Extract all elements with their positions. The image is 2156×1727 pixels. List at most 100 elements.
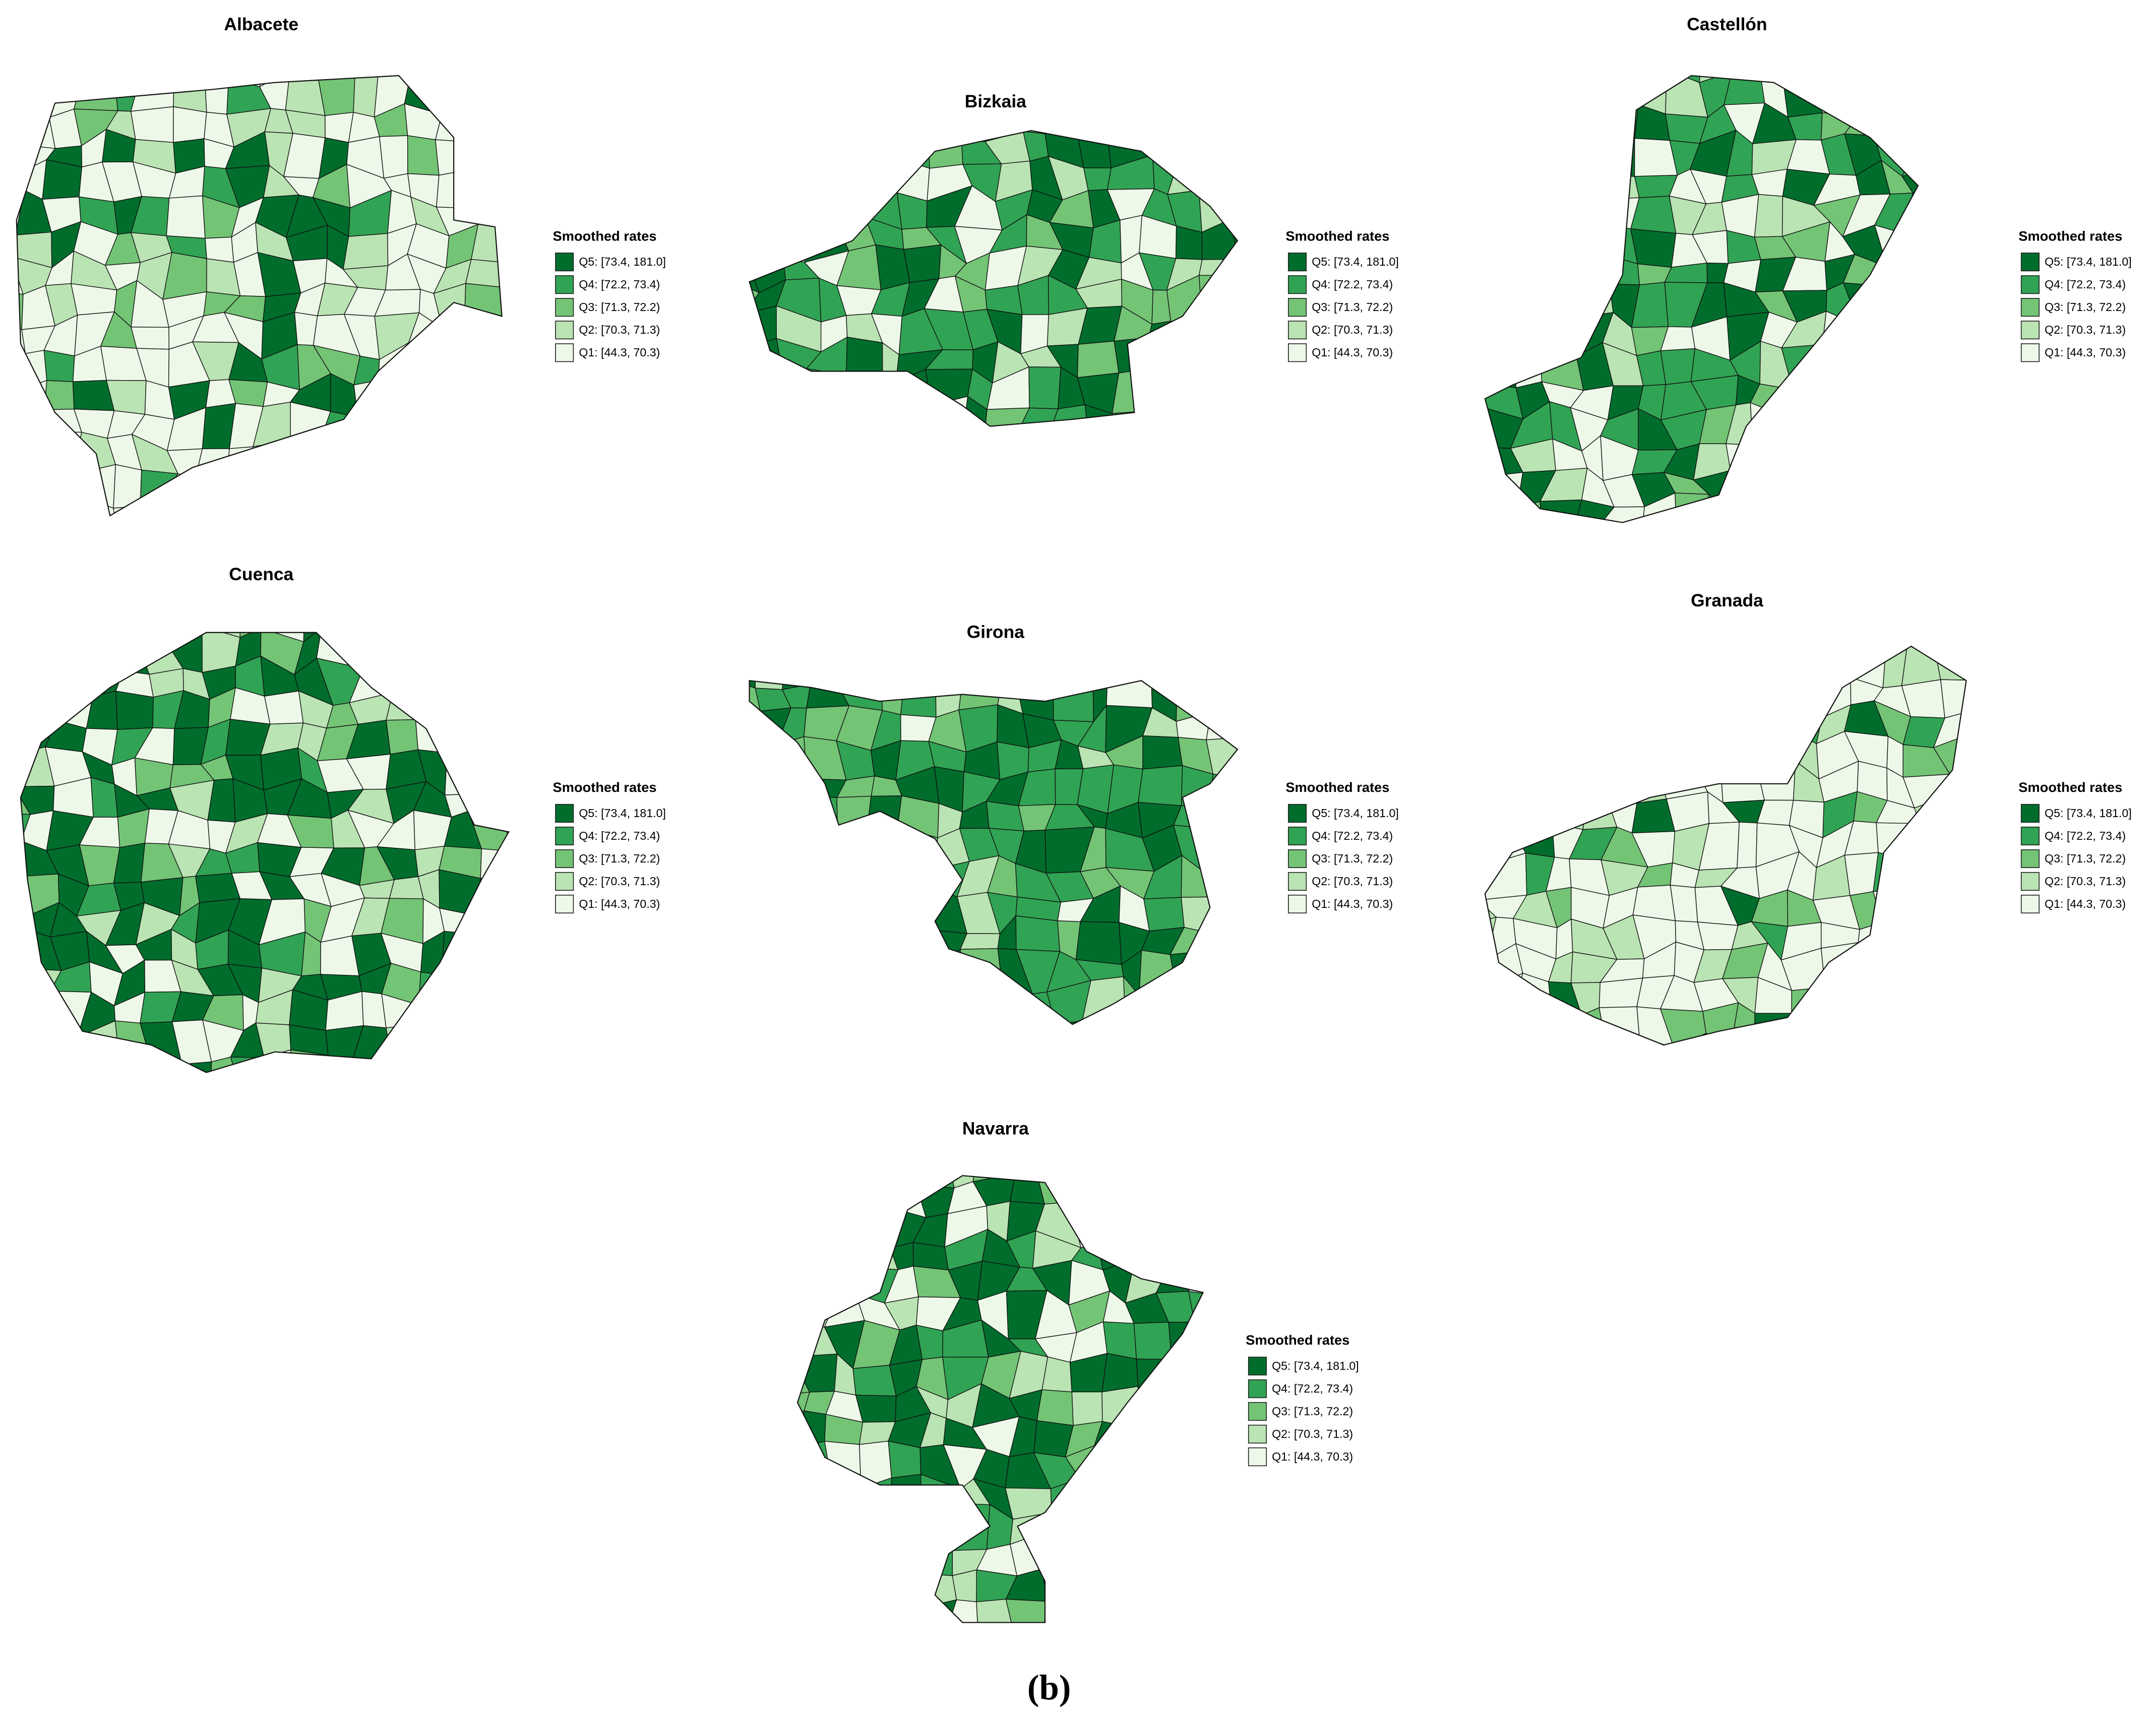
region [42,474,77,507]
region [1522,263,1554,289]
region [1485,953,1489,989]
region [1752,445,1800,475]
region [749,946,785,992]
region [1753,39,1795,76]
panel-title: Girona [967,622,1024,642]
region [749,921,759,959]
legend-title: Smoothed rates [1285,779,1389,795]
region [827,1597,866,1623]
region [464,283,502,325]
legend-label: Q3: [71.3, 72.2) [2045,852,2126,865]
region [1510,646,1554,648]
legend: Smoothed rates Q5: [73.4, 181.0] Q4: [72.2… [1285,779,1399,914]
region [1937,463,1978,501]
region [943,1625,981,1658]
region [1088,653,1117,680]
region [1873,103,1919,143]
region [1192,1479,1203,1517]
region [864,983,908,1024]
region [349,632,395,645]
region [470,221,502,264]
region [1940,353,1978,390]
region [1601,524,1641,568]
region [1660,701,1704,744]
legend-swatch [555,298,574,317]
region [284,45,326,71]
region [1075,1565,1112,1606]
region [864,410,912,426]
region [1569,703,1615,739]
region [1485,76,1486,109]
region [1781,705,1822,745]
region [435,139,483,176]
region [913,1599,957,1623]
region [1700,646,1733,676]
region [1003,1039,1029,1082]
region [1754,1041,1794,1045]
region [1539,499,1582,523]
region [1208,896,1237,935]
region [1485,472,1523,509]
region [1227,305,1238,348]
region [386,692,416,721]
region [1039,1533,1076,1581]
region [1189,1449,1203,1489]
region [1130,1567,1158,1598]
region [1485,257,1492,293]
region [1845,325,1887,360]
region [1228,681,1238,693]
region [173,76,205,77]
region [859,1595,889,1623]
region [42,159,83,200]
map-panel: Castellón Smoothed rates Q5: [73.4, 181.0]… [1484,14,2132,568]
region [914,1639,950,1658]
legend-label: Q4: [72.2, 73.4) [2045,278,2126,291]
region [43,350,75,382]
region [1876,1042,1919,1045]
region [1513,674,1555,715]
region [1932,73,1973,115]
region [468,142,502,170]
region [76,632,124,671]
map [0,45,532,516]
region [855,1205,891,1249]
region [1937,984,1966,1015]
region [1569,677,1614,717]
region [1154,1597,1194,1623]
region [842,372,883,414]
region [1963,735,1966,770]
region [507,282,532,319]
region [797,1564,807,1612]
region [476,698,509,728]
region [821,1536,866,1580]
region [797,1507,809,1543]
legend-swatch [555,804,574,823]
region [1176,681,1212,722]
region [829,1183,859,1216]
region [1155,1264,1203,1293]
region [391,632,411,645]
region [1093,1421,1141,1446]
region [1128,1176,1173,1181]
region [836,898,881,923]
region [797,1610,808,1623]
region [1106,1593,1139,1623]
region [1872,532,1918,567]
region [1852,942,1891,984]
region [1076,131,1124,132]
region [1542,529,1574,568]
region [498,659,509,702]
region [111,1084,154,1123]
region [860,1628,890,1671]
region [1509,108,1557,148]
region [1846,646,1886,658]
region [797,1176,834,1217]
region [864,1506,893,1546]
region [1915,1048,1940,1080]
region [1015,915,1061,952]
region [500,783,509,827]
region [0,235,16,260]
region [1938,160,1979,209]
region [749,739,760,779]
region [1161,1397,1192,1418]
